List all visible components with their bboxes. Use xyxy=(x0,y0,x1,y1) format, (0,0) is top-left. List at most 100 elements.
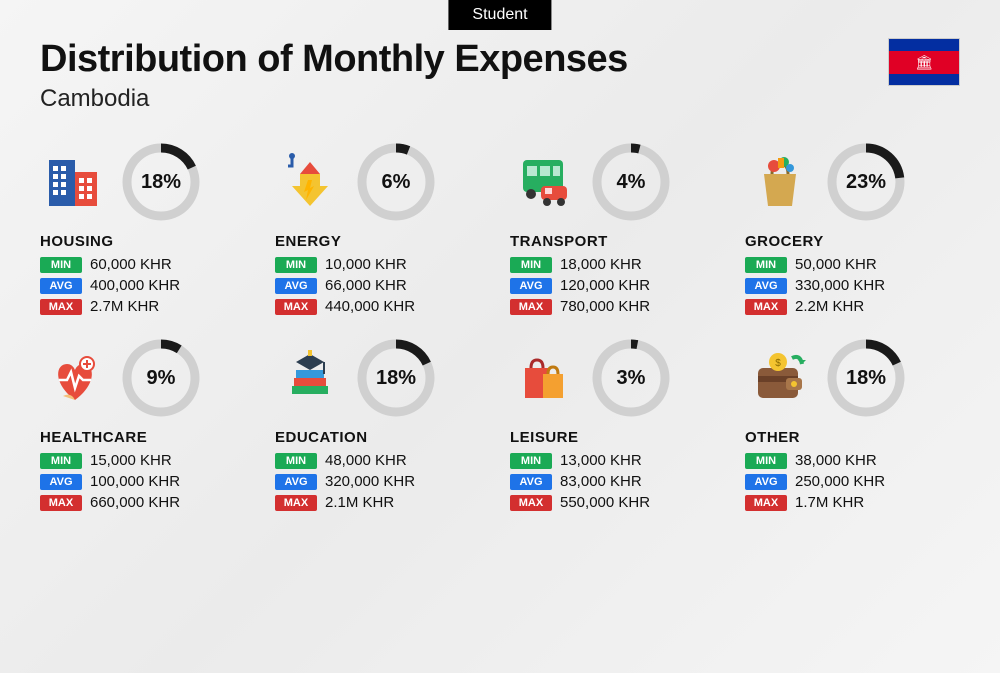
healthcare-icon xyxy=(40,343,110,413)
category-name: HOUSING xyxy=(40,233,255,250)
title-block: Distribution of Monthly Expenses Cambodi… xyxy=(40,38,628,113)
avg-tag: AVG xyxy=(40,474,82,490)
max-tag: MAX xyxy=(510,299,552,315)
stat-row-avg: AVG 83,000 KHR xyxy=(510,473,725,490)
min-value: 60,000 KHR xyxy=(90,256,172,273)
min-tag: MIN xyxy=(745,453,787,469)
avg-tag: AVG xyxy=(510,474,552,490)
max-value: 2.7M KHR xyxy=(90,298,159,315)
leisure-icon xyxy=(510,343,580,413)
categories-grid: 18% HOUSING MIN 60,000 KHR AVG 400,000 K… xyxy=(0,113,1000,535)
stat-row-max: MAX 780,000 KHR xyxy=(510,298,725,315)
category-card-energy: 6% ENERGY MIN 10,000 KHR AVG 66,000 KHR … xyxy=(275,143,490,319)
stat-row-avg: AVG 100,000 KHR xyxy=(40,473,255,490)
max-value: 1.7M KHR xyxy=(795,494,864,511)
min-tag: MIN xyxy=(510,257,552,273)
stat-row-avg: AVG 66,000 KHR xyxy=(275,277,490,294)
stat-row-min: MIN 13,000 KHR xyxy=(510,452,725,469)
max-tag: MAX xyxy=(40,299,82,315)
max-value: 2.2M KHR xyxy=(795,298,864,315)
stat-row-min: MIN 18,000 KHR xyxy=(510,256,725,273)
avg-tag: AVG xyxy=(745,278,787,294)
avg-value: 320,000 KHR xyxy=(325,473,415,490)
percent-label: 23% xyxy=(827,143,905,221)
category-card-other: $ 18% OTHER MIN 38,000 KHR AVG 250,000 K… xyxy=(745,339,960,515)
avg-value: 66,000 KHR xyxy=(325,277,407,294)
max-value: 550,000 KHR xyxy=(560,494,650,511)
avg-tag: AVG xyxy=(275,474,317,490)
stat-row-max: MAX 2.2M KHR xyxy=(745,298,960,315)
percent-label: 3% xyxy=(592,339,670,417)
student-badge: Student xyxy=(448,0,551,30)
category-card-leisure: 3% LEISURE MIN 13,000 KHR AVG 83,000 KHR… xyxy=(510,339,725,515)
stat-row-avg: AVG 320,000 KHR xyxy=(275,473,490,490)
stat-row-min: MIN 60,000 KHR xyxy=(40,256,255,273)
category-card-education: 18% EDUCATION MIN 48,000 KHR AVG 320,000… xyxy=(275,339,490,515)
stat-row-max: MAX 440,000 KHR xyxy=(275,298,490,315)
max-tag: MAX xyxy=(275,299,317,315)
avg-value: 83,000 KHR xyxy=(560,473,642,490)
percent-ring-education: 18% xyxy=(357,339,435,417)
min-tag: MIN xyxy=(40,257,82,273)
stat-row-max: MAX 660,000 KHR xyxy=(40,494,255,511)
category-card-healthcare: 9% HEALTHCARE MIN 15,000 KHR AVG 100,000… xyxy=(40,339,255,515)
min-value: 48,000 KHR xyxy=(325,452,407,469)
avg-tag: AVG xyxy=(40,278,82,294)
stat-row-max: MAX 550,000 KHR xyxy=(510,494,725,511)
other-icon: $ xyxy=(745,343,815,413)
percent-ring-healthcare: 9% xyxy=(122,339,200,417)
avg-tag: AVG xyxy=(745,474,787,490)
min-tag: MIN xyxy=(510,453,552,469)
percent-label: 4% xyxy=(592,143,670,221)
stat-row-min: MIN 10,000 KHR xyxy=(275,256,490,273)
percent-ring-leisure: 3% xyxy=(592,339,670,417)
cambodia-flag: 🏛 xyxy=(888,38,960,86)
max-tag: MAX xyxy=(510,495,552,511)
stat-row-max: MAX 1.7M KHR xyxy=(745,494,960,511)
category-name: GROCERY xyxy=(745,233,960,250)
avg-value: 100,000 KHR xyxy=(90,473,180,490)
max-tag: MAX xyxy=(275,495,317,511)
energy-icon xyxy=(275,147,345,217)
min-value: 10,000 KHR xyxy=(325,256,407,273)
percent-ring-transport: 4% xyxy=(592,143,670,221)
avg-value: 250,000 KHR xyxy=(795,473,885,490)
max-value: 660,000 KHR xyxy=(90,494,180,511)
grocery-icon xyxy=(745,147,815,217)
stat-row-min: MIN 15,000 KHR xyxy=(40,452,255,469)
min-value: 38,000 KHR xyxy=(795,452,877,469)
min-value: 18,000 KHR xyxy=(560,256,642,273)
min-value: 13,000 KHR xyxy=(560,452,642,469)
stat-row-min: MIN 38,000 KHR xyxy=(745,452,960,469)
category-name: EDUCATION xyxy=(275,429,490,446)
stat-row-max: MAX 2.7M KHR xyxy=(40,298,255,315)
min-tag: MIN xyxy=(745,257,787,273)
stat-row-min: MIN 48,000 KHR xyxy=(275,452,490,469)
page-title: Distribution of Monthly Expenses xyxy=(40,38,628,81)
percent-ring-housing: 18% xyxy=(122,143,200,221)
category-name: HEALTHCARE xyxy=(40,429,255,446)
percent-ring-grocery: 23% xyxy=(827,143,905,221)
angkor-wat-icon: 🏛 xyxy=(915,54,933,71)
percent-label: 18% xyxy=(122,143,200,221)
avg-value: 400,000 KHR xyxy=(90,277,180,294)
avg-value: 120,000 KHR xyxy=(560,277,650,294)
category-card-transport: 4% TRANSPORT MIN 18,000 KHR AVG 120,000 … xyxy=(510,143,725,319)
housing-icon xyxy=(40,147,110,217)
svg-text:$: $ xyxy=(775,358,781,369)
stat-row-avg: AVG 400,000 KHR xyxy=(40,277,255,294)
min-value: 15,000 KHR xyxy=(90,452,172,469)
max-value: 2.1M KHR xyxy=(325,494,394,511)
category-name: OTHER xyxy=(745,429,960,446)
education-icon xyxy=(275,343,345,413)
category-name: LEISURE xyxy=(510,429,725,446)
min-tag: MIN xyxy=(275,257,317,273)
country-name: Cambodia xyxy=(40,85,628,113)
min-value: 50,000 KHR xyxy=(795,256,877,273)
max-value: 780,000 KHR xyxy=(560,298,650,315)
stat-row-avg: AVG 250,000 KHR xyxy=(745,473,960,490)
max-value: 440,000 KHR xyxy=(325,298,415,315)
category-name: ENERGY xyxy=(275,233,490,250)
max-tag: MAX xyxy=(745,495,787,511)
category-card-housing: 18% HOUSING MIN 60,000 KHR AVG 400,000 K… xyxy=(40,143,255,319)
